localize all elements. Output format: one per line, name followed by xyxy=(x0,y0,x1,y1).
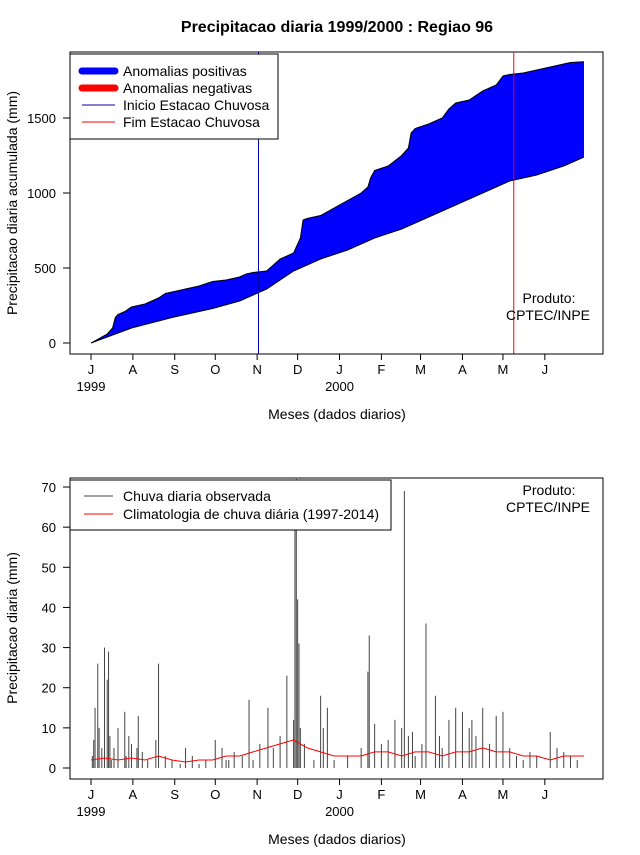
positive-anomaly-area xyxy=(91,61,584,344)
x-tick-label: A xyxy=(129,787,138,802)
x-tick-label: S xyxy=(170,787,179,802)
y-tick-label: 1000 xyxy=(27,186,56,201)
x-tick-label: A xyxy=(129,362,138,377)
y-tick-label: 30 xyxy=(42,641,56,656)
chart-bottom: 0 10 20 30 40 50 60 70 J A S O N D J F M A M J 1999 2000 Pre… xyxy=(4,477,604,847)
y-tick-label: 70 xyxy=(42,480,56,495)
top-annotation-line-2: CPTEC/INPE xyxy=(506,307,590,323)
bottom-legend: Chuva diaria observada Climatologia de c… xyxy=(69,479,392,531)
y-tick-label: 40 xyxy=(42,600,56,615)
x-tick-label: J xyxy=(542,787,549,802)
observed-cumulative-line xyxy=(90,61,585,344)
top-title: Precipitacao diaria 1999/2000 : Regiao 9… xyxy=(181,19,493,36)
y-tick-label: 60 xyxy=(42,520,56,535)
y-tick-label: 10 xyxy=(42,721,56,736)
top-x-axis-label: Meses (dados diarios) xyxy=(268,406,406,422)
x-tick-label: N xyxy=(252,787,261,802)
x-year-label: 2000 xyxy=(325,804,354,819)
x-tick-label: J xyxy=(88,362,95,377)
x-tick-label: M xyxy=(415,787,426,802)
top-y-axis-label: Precipitacao diaria acumulada (mm) xyxy=(4,91,20,315)
x-year-label: 2000 xyxy=(325,379,354,394)
legend-label-climatology: Climatologia de chuva diária (1997-2014) xyxy=(123,506,379,522)
x-tick-label: O xyxy=(210,362,220,377)
legend-label-end: Fim Estacao Chuvosa xyxy=(123,114,260,130)
chart-top: Precipitacao diaria 1999/2000 : Regiao 9… xyxy=(4,19,604,422)
bottom-x-axis-label: Meses (dados diarios) xyxy=(268,831,406,847)
x-tick-label: A xyxy=(458,787,467,802)
x-tick-label: F xyxy=(377,362,385,377)
y-tick-label: 1500 xyxy=(27,111,56,126)
x-tick-label: A xyxy=(458,362,467,377)
y-tick-label: 20 xyxy=(42,681,56,696)
top-legend: Anomalias positivas Anomalias negativas … xyxy=(69,53,279,140)
y-tick-label: 50 xyxy=(42,560,56,575)
climatology-daily-line xyxy=(90,739,584,763)
top-anomaly-fill xyxy=(91,61,584,344)
x-tick-label: J xyxy=(542,362,549,377)
bottom-annotation-line-2: CPTEC/INPE xyxy=(506,499,590,515)
x-tick-label: O xyxy=(210,787,220,802)
x-year-label: 1999 xyxy=(77,804,106,819)
y-tick-label: 0 xyxy=(49,336,56,351)
top-x-axis: J A S O N D J F M A M J 1999 2000 xyxy=(77,353,549,394)
x-tick-label: D xyxy=(293,787,302,802)
x-tick-label: M xyxy=(498,362,509,377)
bottom-y-axis: 0 10 20 30 40 50 60 70 xyxy=(42,480,71,776)
bottom-x-axis: J A S O N D J F M A M J 1999 2000 xyxy=(77,778,549,819)
bottom-annotation-line-1: Produto: xyxy=(523,482,576,498)
x-tick-label: D xyxy=(293,362,302,377)
x-tick-label: J xyxy=(336,362,343,377)
bottom-legend-box xyxy=(69,479,392,531)
legend-label-negative: Anomalias negativas xyxy=(123,80,252,96)
x-tick-label: J xyxy=(88,787,95,802)
top-annotation-line-1: Produto: xyxy=(523,290,576,306)
x-tick-label: S xyxy=(170,362,179,377)
x-tick-label: M xyxy=(415,362,426,377)
legend-label-start: Inicio Estacao Chuvosa xyxy=(123,97,270,113)
x-tick-label: M xyxy=(498,787,509,802)
top-y-axis: 0 500 1000 1500 xyxy=(27,111,71,351)
legend-label-observed: Chuva diaria observada xyxy=(123,488,271,504)
x-tick-label: N xyxy=(252,362,261,377)
x-tick-label: F xyxy=(377,787,385,802)
y-tick-label: 0 xyxy=(49,761,56,776)
bottom-y-axis-label: Precipitacao diaria (mm) xyxy=(4,552,20,704)
legend-label-positive: Anomalias positivas xyxy=(123,63,247,79)
x-tick-label: J xyxy=(336,787,343,802)
y-tick-label: 500 xyxy=(34,261,56,276)
x-year-label: 1999 xyxy=(77,379,106,394)
